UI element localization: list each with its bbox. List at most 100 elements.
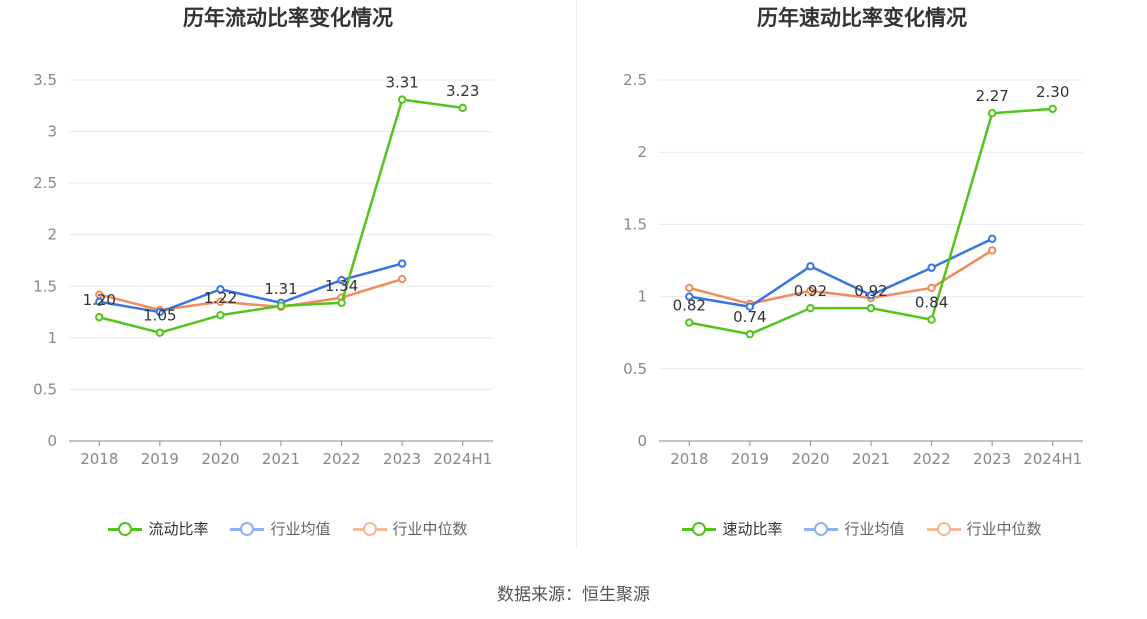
- y-tick-label: 1.5: [33, 277, 57, 295]
- x-tick-label: 2021: [262, 450, 300, 468]
- y-tick-label: 2.5: [623, 71, 647, 89]
- panel-divider: [576, 0, 577, 548]
- x-tick-label: 2023: [383, 450, 421, 468]
- y-tick-label: 3.5: [33, 71, 57, 89]
- x-tick-label: 2022: [322, 450, 360, 468]
- data-point: [685, 292, 694, 301]
- y-tick-label: 2: [47, 226, 57, 244]
- legend-label: 行业中位数: [392, 520, 468, 538]
- legend-item-industry-mean[interactable]: 行业均值: [230, 518, 331, 539]
- legend-label: 速动比率: [722, 520, 783, 538]
- data-label: 1.22: [204, 289, 237, 307]
- data-label: 0.92: [794, 282, 827, 300]
- x-tick-label: 2020: [791, 450, 829, 468]
- data-label: 2.27: [975, 87, 1008, 105]
- data-point: [987, 109, 997, 118]
- data-point: [745, 302, 755, 311]
- legend-line-icon: [108, 521, 143, 536]
- data-point: [806, 286, 815, 296]
- legend-item-quick-ratio[interactable]: 速动比率: [682, 518, 782, 539]
- y-tick-label: 0: [637, 432, 647, 450]
- series-line-1: [689, 237, 993, 308]
- chart-legend: 速动比率 行业均值 行业中位数: [577, 518, 1147, 539]
- legend-line-icon: [926, 521, 961, 536]
- data-source-note: 数据来源：恒生聚源: [497, 585, 650, 605]
- data-label: 0.84: [915, 294, 948, 312]
- data-label: 1.34: [325, 277, 358, 295]
- x-tick-label: 2018: [80, 450, 118, 468]
- x-tick-label: 2022: [912, 450, 950, 468]
- legend-line-icon: [682, 521, 717, 536]
- data-label: 1.05: [143, 307, 176, 325]
- x-tick-label: 2024H1: [1023, 450, 1082, 468]
- data-point: [276, 301, 286, 311]
- data-point: [927, 263, 936, 272]
- y-tick-label: 0: [47, 432, 57, 450]
- data-point: [216, 310, 225, 320]
- data-point: [745, 329, 755, 339]
- data-label: 1.31: [264, 280, 297, 298]
- current-ratio-panel: 历年流动比率变化情况 0 0.5 1 1.5 2 2.5 3 3.5 2018 2019 2020 2…: [0, 0, 576, 560]
- data-point: [987, 234, 997, 244]
- data-point: [806, 303, 815, 313]
- chart-title: 历年流动比率变化情况: [183, 6, 393, 30]
- data-point: [337, 298, 346, 307]
- quick-ratio-chart: 0 0.5 1 1.5 2 2.5 2018 2019 2020 2021 2022 2023 2024…: [623, 71, 1083, 468]
- data-label: 3.23: [446, 82, 479, 100]
- data-point: [685, 318, 694, 327]
- series-line-2: [98, 277, 403, 312]
- y-tick-label: 1: [637, 288, 647, 306]
- data-label: 0.74: [733, 308, 766, 326]
- x-tick-label: 2024H1: [433, 450, 492, 468]
- legend-label: 流动比率: [148, 520, 209, 538]
- data-point: [927, 283, 936, 293]
- chart-title: 历年速动比率变化情况: [757, 6, 967, 30]
- data-point: [927, 315, 936, 324]
- chart-legend: 流动比率 行业均值 行业中位数: [0, 518, 576, 539]
- data-point: [987, 246, 997, 255]
- legend-line-icon: [804, 521, 839, 536]
- data-label: 1.20: [83, 291, 116, 309]
- legend-label: 行业中位数: [966, 520, 1042, 538]
- data-label: 2.30: [1036, 83, 1069, 101]
- y-tick-label: 0.5: [33, 380, 57, 398]
- data-point: [397, 259, 407, 268]
- legend-label: 行业均值: [270, 520, 331, 538]
- legend-item-industry-median[interactable]: 行业中位数: [352, 518, 468, 539]
- x-tick-label: 2019: [731, 450, 769, 468]
- legend-item-current-ratio[interactable]: 流动比率: [108, 518, 208, 539]
- data-point: [216, 297, 225, 306]
- x-tick-label: 2018: [670, 450, 708, 468]
- data-label: 0.82: [673, 297, 706, 315]
- x-tick-label: 2023: [973, 450, 1011, 468]
- y-tick-label: 0.5: [623, 360, 647, 378]
- data-point: [1048, 104, 1057, 114]
- legend-line-icon: [352, 521, 387, 536]
- y-tick-label: 3: [47, 123, 57, 141]
- data-point: [95, 313, 104, 322]
- data-point: [95, 297, 104, 306]
- current-ratio-chart: 0 0.5 1 1.5 2 2.5 3 3.5 2018 2019 2020 2021 2022 2023…: [33, 71, 493, 468]
- data-point: [337, 275, 346, 285]
- data-point: [806, 262, 815, 271]
- data-point: [397, 95, 407, 104]
- data-point: [866, 303, 876, 313]
- data-label: 3.31: [385, 74, 418, 92]
- data-point: [397, 274, 407, 284]
- x-tick-label: 2020: [201, 450, 239, 468]
- data-point: [216, 285, 225, 294]
- legend-item-industry-mean[interactable]: 行业均值: [804, 518, 905, 539]
- legend-label: 行业均值: [844, 520, 905, 538]
- x-tick-label: 2019: [141, 450, 179, 468]
- data-point: [155, 328, 165, 337]
- x-tick-label: 2021: [852, 450, 890, 468]
- data-point: [866, 290, 876, 300]
- series-line-1: [99, 262, 403, 314]
- y-tick-label: 2: [637, 143, 647, 161]
- legend-item-industry-median[interactable]: 行业中位数: [926, 518, 1042, 539]
- data-point: [155, 307, 165, 317]
- y-tick-label: 2.5: [33, 174, 57, 192]
- y-tick-label: 1.5: [623, 215, 647, 233]
- y-tick-label: 1: [47, 329, 57, 347]
- data-label: 0.92: [854, 282, 887, 300]
